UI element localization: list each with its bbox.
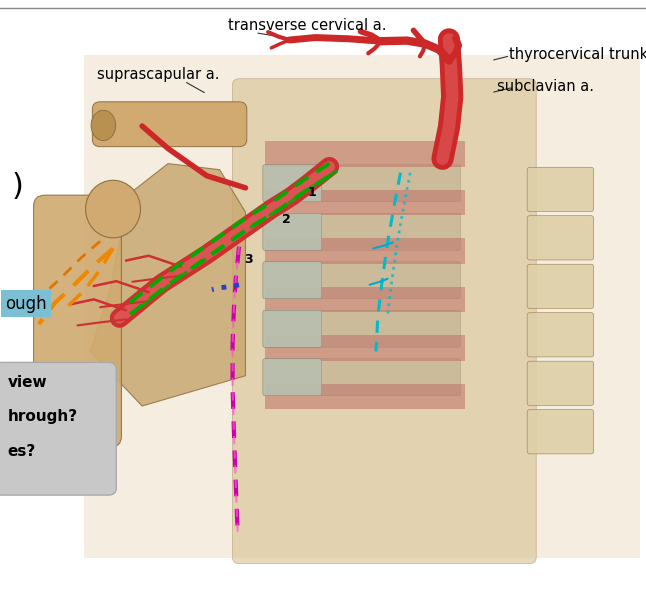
FancyBboxPatch shape xyxy=(527,216,594,260)
Text: 1: 1 xyxy=(307,185,317,199)
FancyBboxPatch shape xyxy=(263,262,461,299)
FancyBboxPatch shape xyxy=(265,287,465,312)
FancyBboxPatch shape xyxy=(263,262,322,299)
FancyBboxPatch shape xyxy=(265,335,465,361)
FancyBboxPatch shape xyxy=(0,362,116,495)
FancyBboxPatch shape xyxy=(263,165,322,202)
Text: ): ) xyxy=(12,171,23,201)
FancyBboxPatch shape xyxy=(263,165,461,202)
Polygon shape xyxy=(90,164,245,406)
FancyBboxPatch shape xyxy=(84,55,640,558)
FancyBboxPatch shape xyxy=(527,167,594,211)
Text: transverse cervical a.: transverse cervical a. xyxy=(227,18,386,33)
Text: ough: ough xyxy=(5,295,47,313)
Text: 2: 2 xyxy=(282,213,291,226)
FancyBboxPatch shape xyxy=(263,359,322,396)
Text: 3: 3 xyxy=(244,253,253,266)
FancyBboxPatch shape xyxy=(263,213,322,250)
FancyBboxPatch shape xyxy=(263,359,461,396)
Ellipse shape xyxy=(85,181,141,238)
FancyBboxPatch shape xyxy=(527,313,594,357)
FancyBboxPatch shape xyxy=(265,190,465,215)
FancyBboxPatch shape xyxy=(263,310,461,347)
FancyBboxPatch shape xyxy=(233,79,536,564)
Ellipse shape xyxy=(91,110,116,141)
FancyBboxPatch shape xyxy=(92,102,247,147)
FancyBboxPatch shape xyxy=(265,238,465,264)
Text: es?: es? xyxy=(8,444,36,459)
Text: view: view xyxy=(8,376,47,390)
FancyBboxPatch shape xyxy=(265,384,465,409)
Text: hrough?: hrough? xyxy=(8,409,78,424)
FancyBboxPatch shape xyxy=(527,410,594,454)
FancyBboxPatch shape xyxy=(527,264,594,308)
FancyBboxPatch shape xyxy=(263,310,322,347)
FancyBboxPatch shape xyxy=(263,213,461,250)
FancyBboxPatch shape xyxy=(527,361,594,405)
Text: thyrocervical trunk: thyrocervical trunk xyxy=(508,47,646,62)
FancyBboxPatch shape xyxy=(265,141,465,167)
FancyBboxPatch shape xyxy=(34,195,121,447)
Text: subclavian a.: subclavian a. xyxy=(497,79,594,94)
Text: suprascapular a.: suprascapular a. xyxy=(97,67,220,82)
